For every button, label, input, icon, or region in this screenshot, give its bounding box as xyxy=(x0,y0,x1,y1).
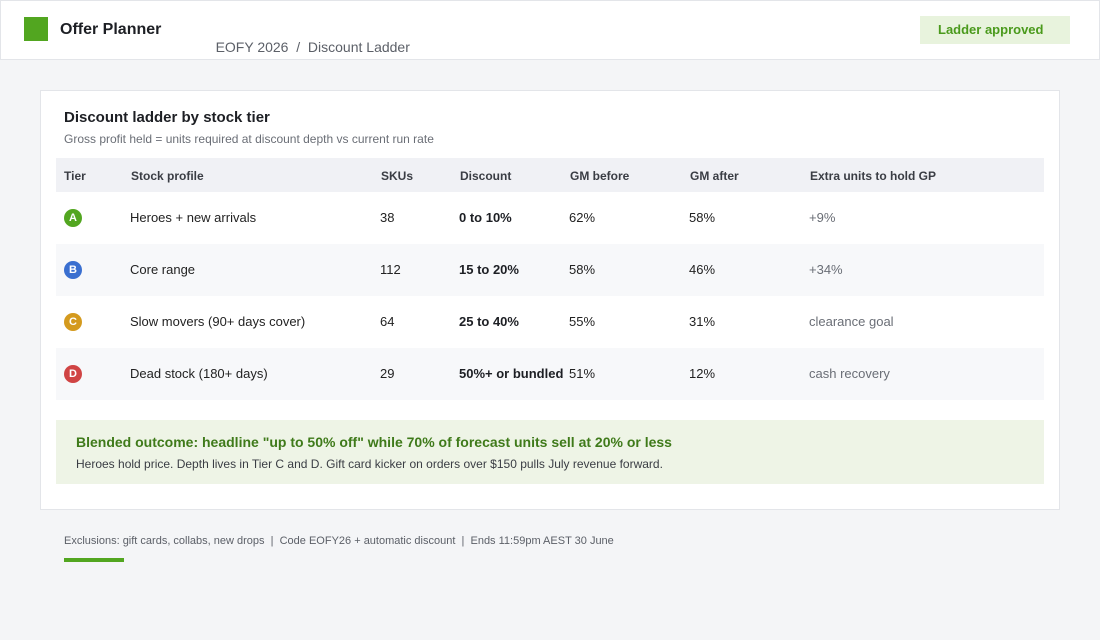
table-cell: Slow movers (90+ days cover) xyxy=(130,314,306,329)
logo xyxy=(24,17,48,41)
table-cell: 38 xyxy=(380,210,395,225)
table-cell: 55% xyxy=(569,314,596,329)
table-cell: +9% xyxy=(809,210,836,225)
callout-body: Heroes hold price. Depth lives in Tier C… xyxy=(76,457,663,471)
table-cell: 31% xyxy=(689,314,716,329)
table-cell: Core range xyxy=(130,262,196,277)
footer-note: Exclusions: gift cards, collabs, new dro… xyxy=(64,535,614,547)
table-cell: cash recovery xyxy=(809,366,890,381)
tier-badge: B xyxy=(64,261,82,279)
table-cell: clearance goal xyxy=(809,314,894,329)
table-row: A Heroes + new arrivals 38 0 to 10% 62% 58% +9… xyxy=(56,192,1044,244)
table-cell: Dead stock (180+ days) xyxy=(130,366,268,381)
breadcrumb: EOFY 2026 / Discount Ladder xyxy=(200,23,410,71)
table-cell: 46% xyxy=(689,262,716,277)
tier-badge: C xyxy=(64,313,82,331)
ladder-card: Discount ladder by stock tier Gross prof… xyxy=(40,90,1060,510)
column-header: Extra units to hold GP xyxy=(810,169,937,183)
tier-badge: D xyxy=(64,365,82,383)
status-badge: Ladder approved xyxy=(920,16,1070,44)
column-header: SKUs xyxy=(381,169,414,183)
table-row: B Core range 112 15 to 20% 58% 46% +34% xyxy=(56,244,1044,296)
card-title: Discount ladder by stock tier xyxy=(64,109,270,126)
table-cell: 112 xyxy=(380,262,401,277)
breadcrumb-item[interactable]: EOFY 2026 xyxy=(215,39,289,55)
app-name: Offer Planner xyxy=(60,21,162,38)
table-header: Tier Stock profile SKUs Discount GM before GM… xyxy=(56,158,1044,192)
table-cell: 64 xyxy=(380,314,395,329)
table-cell: 50%+ or bundled xyxy=(459,366,564,381)
column-header: GM before xyxy=(570,169,630,183)
breadcrumb-separator: / xyxy=(296,39,301,55)
table-row: D Dead stock (180+ days) 29 50%+ or bundled… xyxy=(56,348,1044,400)
tier-badge: A xyxy=(64,209,82,227)
table-cell: 25 to 40% xyxy=(459,314,519,329)
callout: Blended outcome: headline "up to 50% off… xyxy=(56,420,1044,484)
column-header: Discount xyxy=(460,169,512,183)
table-cell: 15 to 20% xyxy=(459,262,519,277)
column-header: Stock profile xyxy=(131,169,204,183)
card-subtitle: Gross profit held = units required at di… xyxy=(64,132,434,146)
table-row: C Slow movers (90+ days cover) 64 25 to 40%… xyxy=(56,296,1044,348)
table-cell: 29 xyxy=(380,366,395,381)
table-cell: 58% xyxy=(689,210,716,225)
top-bar: Offer Planner EOFY 2026 / Discount Ladde… xyxy=(0,0,1100,60)
callout-title: Blended outcome: headline "up to 50% off… xyxy=(76,434,672,450)
column-header: GM after xyxy=(690,169,739,183)
table-cell: 62% xyxy=(569,210,596,225)
table-cell: 51% xyxy=(569,366,596,381)
table-cell: 58% xyxy=(569,262,596,277)
table-cell: 0 to 10% xyxy=(459,210,512,225)
breadcrumb-item[interactable]: Discount Ladder xyxy=(307,39,410,55)
accent-bar xyxy=(64,558,124,562)
table-cell: 12% xyxy=(689,366,716,381)
table-cell: Heroes + new arrivals xyxy=(130,210,257,225)
column-header: Tier xyxy=(64,169,86,183)
table-cell: +34% xyxy=(809,262,843,277)
